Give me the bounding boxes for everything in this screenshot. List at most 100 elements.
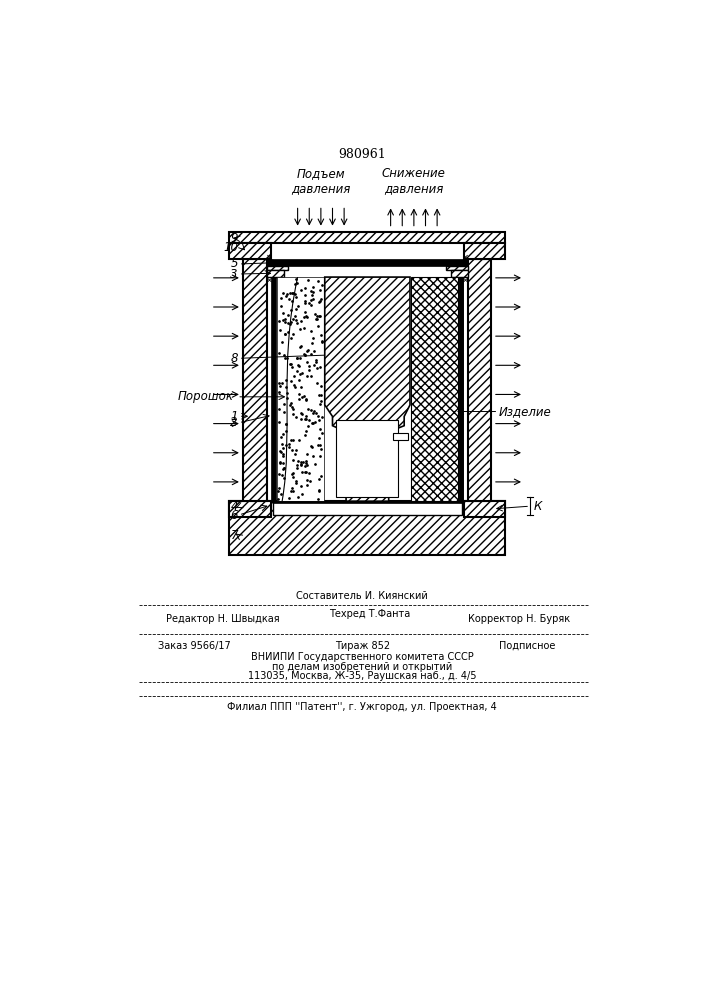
Point	[302, 309, 313, 325]
Point	[280, 326, 291, 342]
Point	[298, 320, 309, 336]
Point	[296, 457, 307, 473]
Point	[312, 311, 323, 327]
Point	[277, 446, 288, 462]
Point	[315, 441, 326, 457]
Point	[295, 313, 306, 329]
Point	[299, 427, 310, 443]
Point	[312, 437, 324, 453]
Point	[281, 423, 292, 439]
Text: ✕: ✕	[462, 276, 469, 285]
Bar	[392, 433, 408, 440]
Point	[285, 373, 296, 389]
Point	[296, 405, 307, 421]
Point	[276, 467, 288, 483]
Point	[285, 397, 296, 413]
Text: 10: 10	[223, 241, 238, 254]
Point	[289, 446, 300, 462]
Point	[287, 483, 298, 499]
Point	[291, 312, 302, 328]
Point	[279, 314, 291, 330]
Point	[315, 396, 326, 412]
Point	[291, 315, 303, 331]
Point	[305, 438, 316, 454]
Point	[284, 291, 295, 307]
Point	[276, 444, 287, 460]
Point	[307, 330, 318, 346]
Bar	[276, 277, 324, 501]
Point	[288, 311, 299, 327]
Point	[307, 405, 318, 421]
Point	[273, 401, 284, 417]
Point	[301, 457, 312, 473]
Point	[286, 302, 297, 318]
Point	[300, 392, 312, 408]
Point	[315, 387, 327, 403]
Point	[313, 483, 325, 499]
Point	[291, 289, 302, 305]
Polygon shape	[325, 277, 410, 501]
Point	[298, 346, 310, 362]
Point	[286, 466, 298, 482]
Point	[281, 350, 293, 366]
Point	[305, 402, 317, 418]
Text: Порошок: Порошок	[178, 390, 234, 403]
Point	[274, 455, 286, 471]
Point	[282, 286, 293, 302]
Point	[316, 334, 327, 350]
Text: Подъем
давления: Подъем давления	[291, 167, 351, 195]
Point	[296, 411, 307, 427]
Text: Филиал ППП ''Патент'', г. Ужгород, ул. Проектная, 4: Филиал ППП ''Патент'', г. Ужгород, ул. П…	[228, 702, 497, 712]
Point	[291, 460, 303, 476]
Point	[296, 338, 307, 354]
Point	[279, 350, 290, 366]
Point	[291, 350, 303, 366]
Point	[286, 399, 298, 415]
Point	[300, 423, 311, 439]
Point	[288, 432, 299, 448]
Point	[278, 312, 289, 328]
Point	[279, 326, 291, 342]
Point	[273, 313, 284, 329]
Point	[307, 439, 318, 455]
Point	[286, 395, 297, 411]
Point	[302, 418, 313, 434]
Point	[282, 315, 293, 331]
Bar	[267, 259, 468, 266]
Point	[291, 301, 302, 317]
Text: 3: 3	[230, 267, 238, 280]
Point	[302, 272, 313, 288]
Point	[307, 284, 318, 300]
Point	[281, 385, 293, 401]
Point	[299, 295, 310, 311]
Point	[292, 453, 303, 469]
Point	[305, 283, 317, 299]
Point	[291, 363, 303, 379]
Point	[288, 377, 300, 393]
Point	[286, 356, 297, 372]
Point	[294, 386, 305, 402]
Point	[284, 436, 295, 452]
Point	[293, 358, 305, 374]
Point	[315, 468, 326, 484]
Point	[291, 475, 302, 491]
Point	[298, 309, 310, 325]
Bar	[411, 277, 458, 501]
Point	[313, 308, 325, 324]
Point	[274, 466, 285, 482]
Point	[273, 384, 284, 400]
Point	[274, 322, 286, 338]
Point	[286, 285, 298, 301]
Point	[305, 297, 317, 313]
Point	[296, 389, 308, 405]
Bar	[464, 243, 506, 259]
Point	[294, 350, 305, 366]
Point	[275, 429, 286, 445]
Text: ✕: ✕	[265, 276, 272, 285]
Point	[273, 414, 284, 430]
Point	[310, 311, 322, 327]
Point	[287, 406, 298, 422]
Point	[314, 471, 325, 487]
Bar	[468, 259, 491, 501]
Point	[316, 333, 327, 349]
